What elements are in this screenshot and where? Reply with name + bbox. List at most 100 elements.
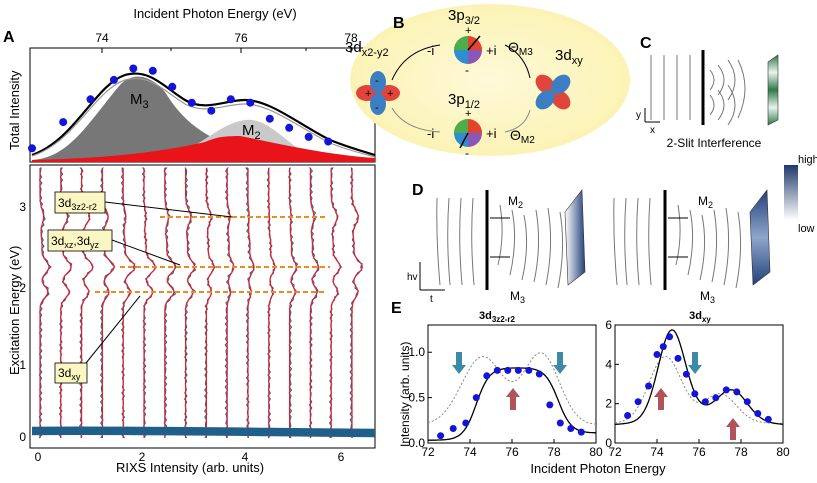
d2-m3: M3 — [700, 289, 715, 305]
top-tick-78: 78 — [344, 31, 358, 45]
xas-data-points — [28, 64, 333, 153]
orbital-p12: + - — [454, 108, 482, 160]
axis-hv: hv — [407, 272, 418, 283]
panel-label-a: A — [3, 29, 15, 46]
e-data-point — [653, 351, 661, 358]
svg-text:-: - — [465, 63, 469, 77]
e-data-point — [634, 398, 642, 406]
arrow-b-up-right — [504, 44, 531, 79]
e-data-point — [754, 410, 762, 417]
rixs-spectrum-data — [38, 167, 52, 439]
e-ytick-label: 4 — [605, 357, 612, 371]
top-axis-title: Incident Photon Energy (eV) — [133, 6, 296, 21]
e-right-plot: 72 74 76 78 80 0 2 4 6 — [605, 318, 790, 459]
e-data-point — [546, 401, 554, 409]
arrow-b-up-left — [391, 44, 441, 81]
svg-text:-: - — [375, 75, 379, 87]
panel-label-b: B — [393, 15, 405, 32]
plane-waves-d1 — [436, 197, 475, 286]
circular-waves-c — [709, 59, 746, 126]
panel-b-background — [350, 4, 630, 156]
elastic-band — [31, 426, 376, 432]
rixs-spectrum-data — [224, 167, 235, 439]
ytick-2: 2 — [19, 281, 26, 295]
final-state-label: 3dxy — [555, 47, 583, 67]
e-fit-curve — [428, 367, 597, 441]
label-xz-yz: 3dxz,3dyz — [51, 234, 100, 250]
e-data-point — [712, 394, 720, 402]
rixs-spectrum-fit — [226, 168, 235, 438]
screen-d1 — [564, 189, 586, 286]
e-data-point — [493, 366, 501, 374]
label-3z2: 3d3z2-r2 — [58, 196, 97, 212]
xas-point — [265, 114, 274, 123]
e-ytick-label: 2 — [605, 397, 612, 411]
xas-point — [59, 118, 68, 127]
d1-m2: M2 — [508, 194, 523, 210]
e-dotted-curve — [614, 355, 783, 424]
e-xtick-label: 76 — [692, 445, 706, 459]
edge-step-fill — [32, 136, 375, 162]
minus-i-top: -i — [427, 43, 434, 58]
label-box-xz-yz — [47, 229, 113, 252]
arrow-xy — [81, 295, 141, 369]
rixs-xlabel: RIXS Intensity (arb. units) — [116, 460, 264, 475]
e-xtick-label: 80 — [589, 445, 603, 459]
panel-label-d: D — [412, 182, 424, 199]
e-data-point — [743, 398, 751, 406]
e-data-point — [674, 354, 682, 362]
e-data-point — [567, 425, 575, 432]
xas-point — [187, 98, 196, 107]
svg-text:+: + — [465, 25, 471, 37]
label-box-xy — [54, 362, 88, 384]
e-left-title: 3d3z2-r2 — [479, 310, 516, 324]
axis-t: t — [430, 294, 433, 305]
d1-m3: M3 — [510, 289, 525, 305]
e-ytick-label: 0 — [605, 436, 612, 450]
rixs-spectrum-fit — [101, 168, 116, 438]
rixs-spectrum-fit — [309, 168, 319, 438]
xas-ylabel: Total Intensity — [7, 70, 22, 150]
label-xy: 3dxy — [58, 366, 81, 382]
e-data-point — [701, 398, 709, 406]
theta-m2: ΘM2 — [510, 127, 535, 146]
e-xtick-label: 72 — [421, 445, 435, 459]
e-left-blue-arrow-2 — [553, 352, 567, 374]
e-ytick-label: 0.5 — [408, 391, 425, 405]
e-xtick-label: 74 — [463, 445, 477, 459]
e-right-blue-arrow — [688, 352, 702, 374]
e-data-point — [449, 425, 457, 432]
initial-state-label: 3dx2-y2 — [345, 39, 389, 59]
e-data-point — [659, 343, 667, 351]
panel-label-e: E — [391, 300, 402, 317]
xas-point — [304, 132, 313, 141]
rixs-spectrum-fit — [351, 168, 364, 438]
e-xtick-label: 78 — [547, 445, 561, 459]
e-xtick-label: 78 — [734, 445, 748, 459]
e-right-red-arrow-1 — [654, 388, 668, 410]
top-axis-ticks: 74 76 78 — [95, 31, 358, 45]
rixs-spectrum-fit — [289, 168, 298, 438]
arrow-3z2 — [104, 201, 233, 218]
plane-waves-d2 — [613, 197, 652, 286]
orbital-dxy — [535, 74, 571, 110]
plus-i-bot: +i — [486, 126, 497, 141]
arrow-xz-yz — [111, 239, 181, 266]
e-ytick-label: 0.0 — [408, 436, 425, 450]
axis-x-c: x — [650, 125, 655, 136]
top-tick-76: 76 — [234, 31, 248, 45]
e-data-point — [691, 390, 699, 398]
e-ylabel: Intensity (arb. units) — [398, 342, 412, 447]
xas-point — [246, 98, 255, 107]
svg-text:-: - — [375, 102, 379, 114]
orbital-p32: + - — [454, 25, 482, 77]
e-data-point — [462, 419, 470, 427]
rixs-frame — [29, 164, 376, 449]
colorbar-low: low — [798, 223, 815, 235]
e-ytick-label: 1.0 — [408, 345, 425, 359]
scattered-waves-d2 — [675, 204, 742, 289]
d2-m2: M2 — [698, 194, 713, 210]
screen-d2 — [749, 189, 771, 286]
plane-waves-c — [650, 55, 691, 120]
